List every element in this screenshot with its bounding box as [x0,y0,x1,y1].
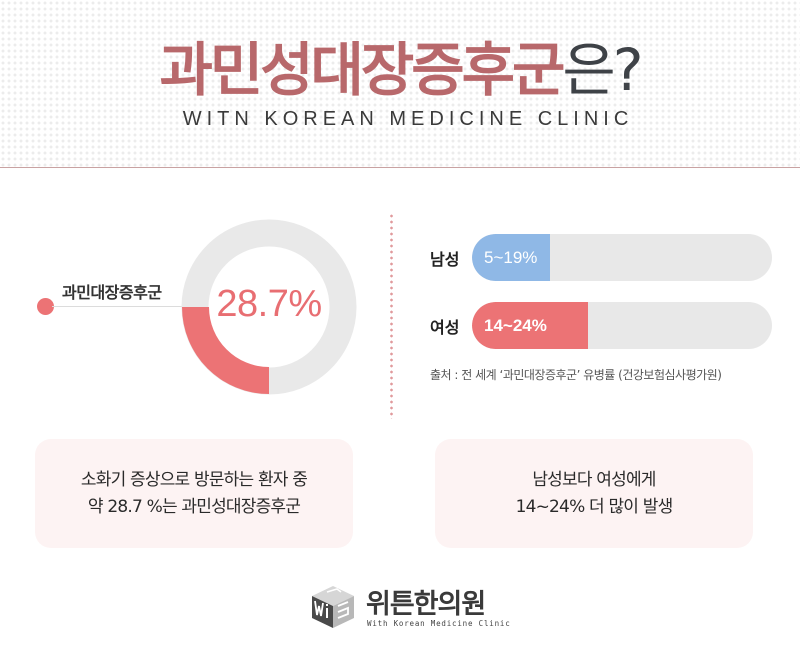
bar-label-female: 여성 [430,318,460,337]
donut-segment [182,307,269,394]
bar-track-female: 14~24% [472,302,772,349]
title-main: 과민성대장증후군 [159,36,565,104]
summary-card-left: 소화기 증상으로 방문하는 환자 중 약 28.7 %는 과민성대장증후군 [35,439,353,548]
card-right-line1: 남성보다 여성에게 [532,469,656,490]
bar-label-male: 남성 [430,250,460,269]
card-left-line2: 약 28.7 %는 과민성대장증후군 [87,496,301,517]
logo-cube-icon [312,586,354,628]
bar-fill-female: 14~24% [472,302,588,349]
card-left-line1: 소화기 증상으로 방문하는 환자 중 [80,469,308,490]
source-note: 출처 : 전 세계 ‘과민대장증후군’ 유병률 (건강보험심사평가원) [430,368,722,382]
title-suffix: 은? [562,36,643,104]
page-title: 과민성대장증후군은? [0,30,800,110]
section-divider [390,213,393,419]
card-right-line2: 14~24% 더 많이 발생 [515,496,674,517]
bar-fill-male: 5~19% [472,234,550,281]
summary-card-right: 남성보다 여성에게 14~24% 더 많이 발생 [435,439,753,548]
logo-tagline: With Korean Medicine Clinic [367,619,511,628]
donut-legend-label: 과민대장증후군 [62,283,162,302]
bar-track-male: 5~19% [472,234,772,281]
legend-dot-icon [37,298,54,315]
header-banner: 과민성대장증후군은? WITN KOREAN MEDICINE CLINIC [0,0,800,168]
donut-value: 28.7% [216,283,322,325]
donut-chart [181,219,357,395]
clinic-logo: 위튼한의원 With Korean Medicine Clinic [310,582,510,632]
logo-name: 위튼한의원 [366,589,486,620]
page-subtitle: WITN KOREAN MEDICINE CLINIC [182,108,634,130]
legend-connector-line [52,306,184,307]
